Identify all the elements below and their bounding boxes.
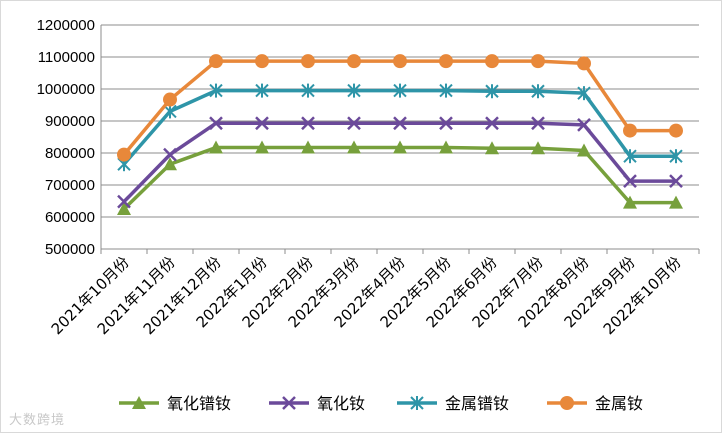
data-point	[669, 123, 683, 138]
legend-item: 氧化镨钕	[119, 394, 231, 413]
data-point	[669, 149, 683, 164]
data-point	[577, 117, 591, 132]
data-point	[393, 83, 407, 98]
y-tick-label: 800000	[45, 145, 95, 162]
data-point	[485, 141, 499, 155]
data-point	[163, 147, 177, 162]
data-point	[531, 54, 545, 69]
data-point	[485, 54, 499, 69]
data-point	[209, 140, 223, 154]
y-tick-label: 500000	[45, 241, 95, 258]
data-point	[439, 54, 453, 69]
data-point	[485, 116, 499, 131]
data-point	[623, 195, 637, 209]
data-point	[209, 54, 223, 69]
data-point	[577, 56, 591, 71]
data-point	[669, 174, 683, 189]
data-point	[531, 141, 545, 155]
y-tick-label: 700000	[45, 177, 95, 194]
legend-item: 氧化钕	[269, 394, 365, 413]
data-point	[255, 140, 269, 154]
data-point	[347, 116, 361, 131]
data-point	[209, 83, 223, 98]
data-point	[301, 54, 315, 69]
data-point	[163, 104, 177, 119]
data-point	[439, 83, 453, 98]
legend-label: 金属钕	[595, 394, 643, 413]
data-point	[163, 92, 177, 107]
data-point	[577, 86, 591, 101]
data-point	[301, 116, 315, 131]
data-point	[347, 54, 361, 69]
data-point	[117, 194, 131, 209]
y-tick-label: 900000	[45, 113, 95, 130]
data-point	[531, 84, 545, 99]
data-point	[347, 83, 361, 98]
data-point	[255, 54, 269, 69]
legend-label: 金属镨钕	[445, 394, 509, 413]
legend-marker	[282, 396, 296, 410]
legend-marker	[410, 396, 424, 410]
y-tick-label: 1000000	[37, 81, 95, 98]
data-point	[439, 140, 453, 154]
data-point	[393, 54, 407, 69]
data-point	[623, 174, 637, 189]
data-point	[347, 140, 361, 154]
data-point	[485, 84, 499, 99]
data-point	[531, 116, 545, 131]
y-tick-label: 1200000	[37, 17, 95, 34]
legend-label: 氧化钕	[317, 394, 365, 413]
legend-marker	[132, 396, 146, 409]
legend-marker	[560, 396, 574, 410]
data-point	[623, 123, 637, 138]
data-point	[209, 116, 223, 131]
data-point	[393, 140, 407, 154]
y-tick-label: 1100000	[38, 49, 95, 66]
data-point	[255, 83, 269, 98]
data-point	[623, 149, 637, 164]
data-point	[577, 143, 591, 157]
data-point	[163, 157, 177, 171]
data-point	[301, 140, 315, 154]
data-point	[439, 116, 453, 131]
data-point	[255, 116, 269, 131]
x-tick-label: 2021年10月份	[48, 253, 133, 338]
watermark: 大数跨境	[9, 413, 66, 428]
data-point	[301, 83, 315, 98]
legend-label: 氧化镨钕	[167, 394, 231, 413]
y-tick-label: 600000	[45, 209, 95, 226]
legend-item: 金属镨钕	[397, 394, 509, 413]
data-point	[669, 195, 683, 209]
data-point	[393, 116, 407, 131]
data-point	[117, 202, 131, 215]
series-line-1	[122, 145, 676, 211]
legend-item: 金属钕	[547, 394, 643, 413]
data-point	[117, 147, 131, 162]
